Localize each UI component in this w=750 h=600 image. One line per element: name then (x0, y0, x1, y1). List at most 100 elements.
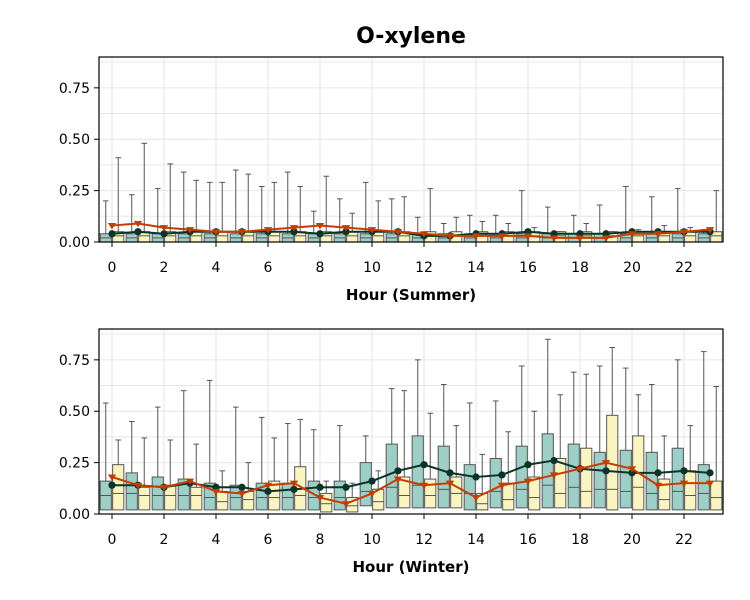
box-body (658, 478, 671, 511)
median-point-b (315, 495, 325, 502)
median-point-b (263, 482, 273, 490)
median-point-b (653, 482, 663, 490)
median-point-a (160, 230, 168, 238)
median-point-b (653, 231, 663, 238)
box-b (632, 394, 645, 511)
box-a (177, 390, 190, 511)
median-point-b (133, 220, 143, 228)
median-point-b (679, 229, 689, 236)
box-b (138, 142, 151, 243)
box-a (645, 196, 658, 243)
median-point-a (316, 230, 324, 238)
box-a (385, 198, 398, 243)
box-b (138, 437, 151, 511)
median-point-b (471, 495, 481, 502)
box-body (333, 480, 346, 511)
y-tick-label: 0.50 (59, 132, 90, 148)
box-body (255, 482, 268, 511)
box-a (437, 223, 450, 243)
box-b (580, 373, 593, 509)
box-b (190, 443, 203, 511)
median-point-a (238, 483, 246, 491)
box-a (385, 388, 398, 509)
box-body (203, 482, 216, 511)
median-point-b (107, 474, 117, 481)
box-a (255, 416, 268, 511)
median-point-a (602, 467, 610, 475)
median-point-b (549, 235, 559, 242)
median-point-b (575, 466, 585, 473)
x-axis-label: Hour (Summer) (346, 286, 476, 304)
median-point-b (419, 482, 429, 490)
median-point-b (523, 478, 533, 485)
box-body (190, 486, 203, 511)
median-point-a (342, 483, 350, 491)
y-tick-label: 0.00 (59, 507, 90, 523)
box-body (138, 486, 151, 511)
box-body (684, 470, 697, 511)
y-tick-label: 0.25 (59, 184, 90, 200)
x-tick-label: 2 (160, 260, 169, 276)
box-body (385, 443, 398, 509)
median-point-b (237, 229, 247, 236)
median-point-b (211, 488, 221, 496)
x-tick-label: 4 (212, 260, 221, 276)
x-tick-label: 8 (316, 532, 325, 548)
x-tick-label: 10 (363, 532, 381, 548)
median-point-b (419, 231, 429, 238)
box-a (645, 384, 658, 511)
median-point-a (108, 481, 116, 489)
box-body (411, 435, 424, 509)
y-tick-label: 0.25 (59, 456, 90, 472)
panel-summer: 0.00 0.25 0.50 0.75 0 2 4 6 8 10 12 14 16 18 20 22 Hour … (59, 56, 724, 304)
box-body (151, 476, 164, 511)
box-b (528, 410, 541, 511)
median-point-b (367, 227, 377, 234)
median-point-a (498, 471, 506, 479)
median-point-b (601, 460, 611, 467)
median-point-a (394, 467, 402, 475)
box-a (125, 421, 138, 511)
box-b (606, 347, 619, 511)
box-body (125, 472, 138, 511)
median-point-b (497, 233, 507, 240)
box-b (450, 425, 463, 509)
median-point-a (706, 469, 714, 477)
median-point-b (159, 484, 169, 492)
box-a (697, 351, 710, 511)
box-b (684, 425, 697, 511)
box-a (333, 425, 346, 511)
box-body (515, 445, 528, 509)
x-tick-label: 22 (675, 532, 693, 548)
box-body (424, 478, 437, 509)
box-b (268, 437, 281, 511)
box-a (489, 400, 502, 509)
median-point-b (159, 225, 169, 232)
median-point-b (107, 223, 117, 230)
box-body (541, 433, 554, 509)
median-point-a (446, 469, 454, 477)
median-line-b (111, 222, 711, 239)
box-a (229, 406, 242, 511)
median-point-b (289, 225, 299, 232)
box-body (463, 464, 476, 511)
box-b (164, 439, 177, 511)
box-body (268, 480, 281, 511)
panel-winter: 0.00 0.25 0.50 0.75 0 2 4 6 8 10 12 14 16 18 20 22 Hour … (59, 328, 724, 576)
plot-frame (98, 328, 724, 515)
median-point-a (108, 230, 116, 238)
box-a (619, 186, 632, 243)
box-body (567, 443, 580, 509)
median-point-b (705, 480, 715, 487)
median-line-a (112, 459, 711, 493)
x-tick-label: 14 (467, 260, 485, 276)
box-b (710, 386, 723, 511)
box-a (541, 338, 554, 509)
x-tick-label: 16 (519, 532, 537, 548)
box-b (476, 453, 489, 511)
median-point-a (420, 461, 428, 469)
median-point-b (315, 223, 325, 230)
x-tick-label: 16 (519, 260, 537, 276)
box-b (502, 431, 515, 511)
median-point-b (549, 472, 559, 479)
